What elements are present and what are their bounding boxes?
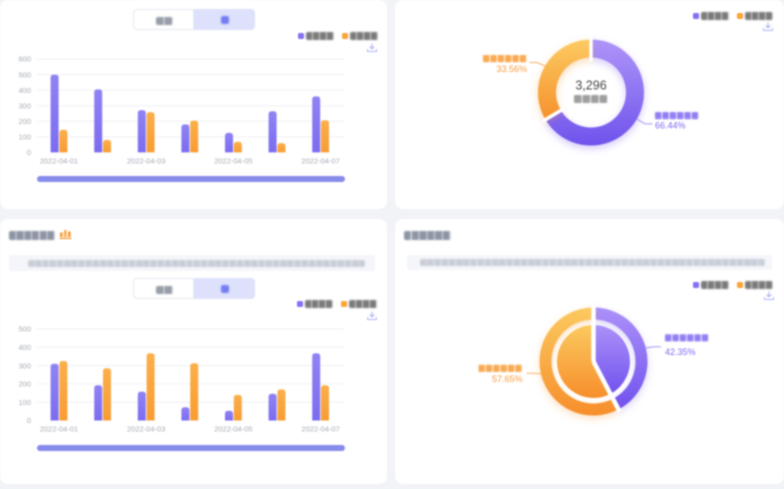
svg-text:3,296: 3,296 [575,79,606,93]
svg-text:400: 400 [18,343,31,352]
svg-text:200: 200 [18,117,31,126]
svg-text:100: 100 [18,133,31,142]
svg-text:300: 300 [18,101,31,110]
svg-text:500: 500 [18,325,31,334]
svg-text:2022-04-03: 2022-04-03 [127,157,165,166]
svg-text:42.35%: 42.35% [665,347,696,357]
svg-text:300: 300 [18,361,31,370]
svg-text:500: 500 [18,70,31,79]
svg-text:200: 200 [18,380,31,389]
svg-text:2022-04-03: 2022-04-03 [127,425,165,434]
svg-text:2022-04-05: 2022-04-05 [214,157,252,166]
svg-text:2022-04-01: 2022-04-01 [40,425,78,434]
svg-text:2022-04-05: 2022-04-05 [214,425,252,434]
svg-text:2022-04-07: 2022-04-07 [301,425,339,434]
svg-text:33.56%: 33.56% [496,64,527,74]
svg-text:0: 0 [27,148,31,157]
svg-text:400: 400 [18,86,31,95]
svg-text:2022-04-01: 2022-04-01 [40,157,78,166]
svg-text:57.65%: 57.65% [492,374,523,384]
svg-text:2022-04-07: 2022-04-07 [301,157,339,166]
svg-text:100: 100 [18,398,31,407]
svg-text:600: 600 [18,55,31,64]
svg-text:66.44%: 66.44% [655,120,686,130]
svg-text:0: 0 [27,416,31,425]
